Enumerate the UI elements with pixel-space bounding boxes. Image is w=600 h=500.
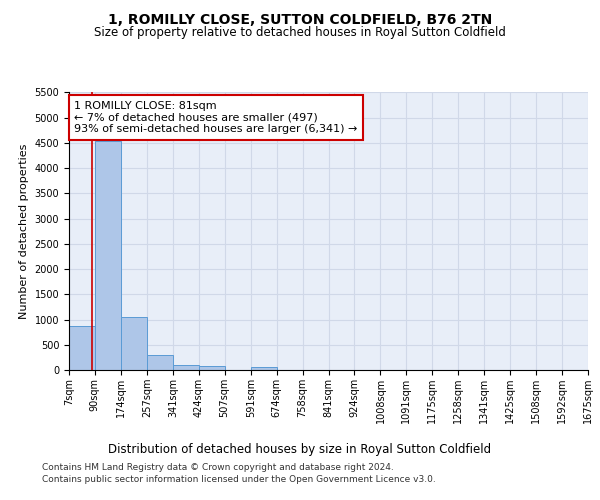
Bar (173, 366, 199, 370)
Y-axis label: Number of detached properties: Number of detached properties (19, 144, 29, 319)
Bar (69, 326, 95, 370)
Bar (95, 142, 121, 370)
Bar (121, 316, 147, 370)
Text: 1, ROMILLY CLOSE, SUTTON COLDFIELD, B76 2TN: 1, ROMILLY CLOSE, SUTTON COLDFIELD, B76 … (108, 12, 492, 26)
Text: 1 ROMILLY CLOSE: 81sqm
← 7% of detached houses are smaller (497)
93% of semi-det: 1 ROMILLY CLOSE: 81sqm ← 7% of detached … (74, 101, 358, 134)
Text: Distribution of detached houses by size in Royal Sutton Coldfield: Distribution of detached houses by size … (109, 442, 491, 456)
Text: Contains public sector information licensed under the Open Government Licence v3: Contains public sector information licen… (42, 475, 436, 484)
Bar (251, 367, 277, 370)
Bar (147, 356, 173, 370)
Text: Contains HM Land Registry data © Crown copyright and database right 2024.: Contains HM Land Registry data © Crown c… (42, 462, 394, 471)
Text: Size of property relative to detached houses in Royal Sutton Coldfield: Size of property relative to detached ho… (94, 26, 506, 39)
Bar (199, 366, 224, 370)
